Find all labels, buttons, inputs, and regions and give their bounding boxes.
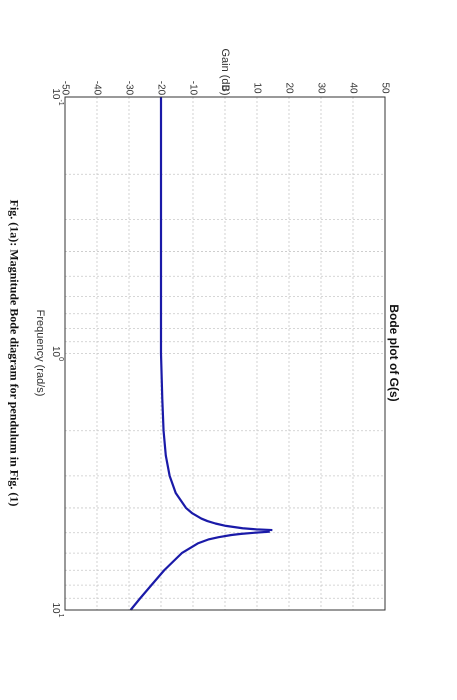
gain-tick-label: -40 [91,81,102,96]
frequency-tick-label: 10-1 [50,88,64,105]
series-line-2 [129,530,270,611]
gain-tick-label: -20 [155,81,166,96]
curve-layer [129,97,273,611]
gain-tick-label: 30 [315,82,326,94]
gain-tick-label: 20 [283,82,294,94]
gain-tick-label: -50 [59,81,70,96]
gain-tick-label: -10 [187,81,198,96]
gain-tick-label: 0 [219,85,230,91]
frequency-tick-label: 100 [50,346,64,361]
plot-frame [64,96,386,611]
y-axis-label: Gain (dB) [219,48,231,95]
figure-caption: Fig. (1a): Magnitude Bode diagram for pe… [7,200,21,507]
frequency-tick-label: 101 [50,602,64,617]
series-line-1 [159,97,273,532]
gain-tick-label: -30 [123,81,134,96]
x-axis-label: Frequency (rad/s) [34,310,46,397]
chart-title: Bode plot of G(s) [387,304,401,401]
plot-area: -50 -40 -30 -20 -10 0 10 20 30 40 50 10-1 100 101 [50,81,390,618]
gain-tick-label: 40 [347,82,358,94]
gain-tick-label: 50 [379,82,390,94]
gain-tick-label: 10 [251,82,262,94]
tick-labels: -50 -40 -30 -20 -10 0 10 20 30 40 50 10-1 100 101 [50,81,390,618]
grid [65,97,385,610]
